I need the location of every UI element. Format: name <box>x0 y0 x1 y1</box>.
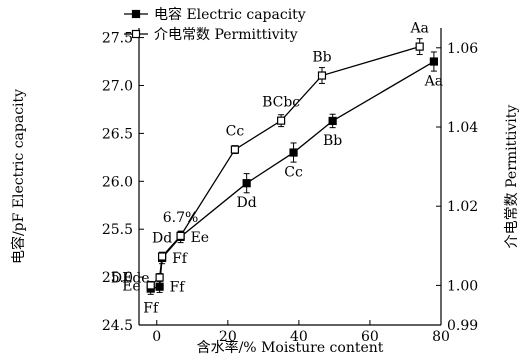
x-tick-label: 60 <box>361 329 379 345</box>
data-point <box>328 116 337 126</box>
series-permittivity <box>146 38 424 290</box>
y2-tick-label: 1.06 <box>447 41 478 57</box>
data-point <box>176 231 185 240</box>
data-label: Cc <box>284 165 303 181</box>
y2-tick-label: 1.00 <box>447 278 478 294</box>
y2-tick-label: 1.04 <box>447 120 478 136</box>
data-point <box>277 116 286 125</box>
data-label: Bb <box>312 50 331 66</box>
y2-tick-label: 1.02 <box>447 199 478 215</box>
x-tick-label: 0 <box>152 329 161 345</box>
data-label: Dd <box>152 230 172 246</box>
data-label: Aa <box>409 21 428 37</box>
data-label: DEde <box>111 270 150 286</box>
data-label: BCbc <box>262 95 300 111</box>
data-point <box>155 273 164 282</box>
data-point <box>155 282 164 291</box>
data-label: Aa <box>424 74 443 90</box>
y-tick-label: 25.0 <box>102 270 133 286</box>
data-label: Dd <box>237 195 257 211</box>
legend-label: 电容 Electric capacity <box>154 6 306 23</box>
y-axis-label: 电容/pF Electric capacity <box>10 89 27 264</box>
data-label: Ff <box>172 251 189 267</box>
axes: 0 20 40 60 80 24.5 25.0 25.5 26.0 26.5 27.0 27.5 0.9… <box>10 28 520 356</box>
legend: 电容 Electric capacity 介电常数 Permittivity <box>124 6 306 43</box>
data-point <box>415 42 424 51</box>
data-point <box>289 148 298 157</box>
data-label: Ff <box>170 280 187 296</box>
legend-label: 介电常数 Permittivity <box>154 27 298 43</box>
data-point <box>429 57 438 66</box>
data-point <box>230 145 240 154</box>
x-tick-label: 80 <box>432 329 450 345</box>
data-label: Ee <box>122 278 141 294</box>
data-point <box>317 71 327 80</box>
x-tick-label: 40 <box>290 329 308 345</box>
data-label: Cc <box>226 124 245 140</box>
series-layer <box>146 38 438 295</box>
data-point <box>146 281 155 290</box>
y-tick-label: 24.5 <box>102 318 133 334</box>
y-tick-label: 26.0 <box>102 174 133 190</box>
x-axis-label: 含水率/% Moisture content <box>197 339 384 356</box>
data-point <box>157 252 167 261</box>
legend-marker <box>131 29 141 39</box>
y2-tick-label: 0.99 <box>447 318 478 334</box>
data-label: 6.7% <box>163 210 199 226</box>
x-tick-label: 20 <box>219 329 237 345</box>
y-tick-label: 26.5 <box>102 126 133 142</box>
data-label: Ee <box>191 230 210 246</box>
data-label: Bb <box>323 133 342 149</box>
y2-axis-label: 介电常数 Permittivity <box>504 105 520 249</box>
data-point <box>242 179 251 188</box>
y-tick-label: 27.0 <box>102 78 133 94</box>
y-tick-label: 27.5 <box>102 31 133 47</box>
legend-marker <box>131 9 141 19</box>
data-label: Ff <box>143 301 160 317</box>
legend-entry: 电容 Electric capacity <box>124 6 306 23</box>
legend-entry: 介电常数 Permittivity <box>124 27 298 43</box>
y-tick-label: 25.5 <box>102 222 133 238</box>
